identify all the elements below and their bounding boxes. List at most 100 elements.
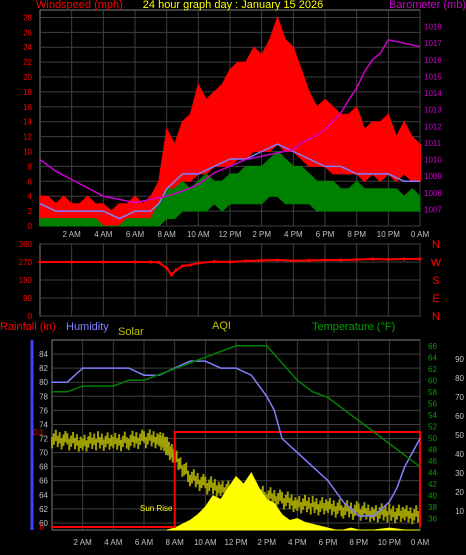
windspeed-tick-label: 22 (23, 58, 32, 67)
wind-direction-point (307, 258, 311, 262)
humidity-tick-label: 80 (39, 378, 48, 387)
solar-tick-label: 70 (455, 393, 464, 402)
temperature-tick-label: 38 (428, 503, 437, 512)
wind-x-tick-label: 6 AM (126, 230, 145, 239)
wind-direction-point (228, 260, 232, 264)
barometer-axis-label: Barometer (mb) (389, 0, 466, 11)
humidity-line (52, 360, 421, 517)
barometer-tick-label: 1008 (424, 189, 442, 198)
wind-direction-point (355, 258, 359, 262)
temperature-tick-label: 46 (428, 457, 437, 466)
wind-x-tick-label: 10 PM (377, 230, 400, 239)
wind-direction-point (38, 260, 42, 264)
climate-ticks: 2 AM 4 AM 6 AM 8 AM 10 AM 12 PM 2 PM 4 PM 6 PM 8 … (33, 342, 465, 547)
solar-tick-label: 50 (455, 431, 464, 440)
wind-x-tick-label: 0 AM (411, 230, 430, 239)
humidity-tick-label: 66 (39, 477, 48, 486)
windspeed-tick-label: 2 (28, 207, 33, 216)
wind-barometer-chart: 2 AM 4 AM 6 AM 8 AM 10 AM 12 PM 2 PM 4 PM 6 PM 8 … (23, 0, 466, 239)
wind-direction-point (70, 260, 74, 264)
barometer-tick-label: 1015 (424, 72, 442, 81)
temperature-tick-label: 58 (428, 388, 437, 397)
barometer-tick-label: 1010 (424, 156, 442, 165)
windspeed-tick-label: 8 (28, 162, 33, 171)
climate-x-tick-label: 4 AM (104, 538, 123, 547)
climate-x-tick-label: 2 AM (74, 538, 93, 547)
direction-tick-label: 360 (19, 240, 33, 249)
wind-direction-point (339, 258, 343, 262)
barometer-tick-label: 1007 (424, 205, 442, 214)
barometer-tick-label: 1012 (424, 122, 442, 131)
temperature-tick-label: 40 (428, 491, 437, 500)
wind-x-tick-label: 4 AM (94, 230, 113, 239)
temperature-tick-label: 66 (428, 342, 437, 351)
wind-direction-point (386, 257, 390, 261)
wind-direction-point (291, 259, 295, 263)
solar-tick-label: 60 (455, 412, 464, 421)
humidity-tick-label: 78 (39, 392, 48, 401)
wind-direction-point (418, 257, 422, 261)
windspeed-axis-label: Windspeed (mph) (36, 0, 123, 11)
wind-direction-point (370, 257, 375, 261)
climate-series (51, 345, 421, 531)
rainfall-tick-label: 0.1 (33, 428, 45, 437)
wind-x-tick-label: 2 AM (63, 230, 82, 239)
wind-direction-point (169, 273, 174, 277)
windspeed-tick-label: 14 (23, 118, 32, 127)
wind-direction-point (244, 259, 248, 263)
temperature-tick-label: 50 (428, 434, 437, 443)
windspeed-tick-label: 18 (23, 88, 32, 97)
wind-direction-point (149, 260, 153, 264)
temperature-tick-label: 64 (428, 353, 437, 362)
wind-series (39, 15, 421, 227)
climate-x-tick-label: 10 AM (194, 538, 217, 547)
humidity-tick-label: 60 (39, 519, 48, 528)
humidity-tick-label: 82 (39, 364, 48, 373)
climate-x-tick-label: 6 AM (135, 538, 154, 547)
compass-label: W (431, 257, 442, 269)
solar-axis-label: Solar (118, 326, 144, 338)
wind-x-tick-label: 10 AM (187, 230, 210, 239)
wind-x-tick-label: 8 AM (158, 230, 177, 239)
windspeed-tick-label: 26 (23, 28, 32, 37)
windspeed-tick-label: 0 (28, 222, 33, 231)
barometer-tick-label: 1013 (424, 106, 442, 115)
humidity-tick-label: 84 (39, 350, 48, 359)
humidity-tick-label: 76 (39, 406, 48, 415)
climate-x-tick-label: 8 AM (166, 538, 185, 547)
wind-blue-line (39, 143, 420, 220)
rainfall-axis-label: Rainfall (in) (0, 321, 56, 333)
wind-direction-point (165, 266, 169, 270)
barometer-tick-label: 1016 (424, 56, 442, 65)
climate-x-tick-label: 8 PM (349, 538, 368, 547)
windspeed-tick-label: 10 (23, 148, 32, 157)
windspeed-tick-label: 24 (23, 43, 32, 52)
wind-direction-point (402, 257, 406, 261)
chart-title: 24 hour graph day : January 15 2026 (143, 0, 323, 11)
wind-ticks: 2 AM 4 AM 6 AM 8 AM 10 AM 12 PM 2 PM 4 PM 6 PM 8 … (23, 13, 442, 239)
climate-x-tick-label: 0 AM (411, 538, 430, 547)
barometer-line (39, 39, 421, 204)
compass-label: N (432, 311, 440, 323)
windspeed-tick-label: 16 (23, 103, 32, 112)
temperature-tick-label: 52 (428, 422, 437, 431)
temperature-tick-label: 62 (428, 365, 437, 374)
climate-x-tick-label: 10 PM (378, 538, 401, 547)
climate-x-tick-label: 4 PM (288, 538, 307, 547)
wind-x-tick-label: 12 PM (218, 230, 241, 239)
rain-humidity-temperature-chart: 2 AM 4 AM 6 AM 8 AM 10 AM 12 PM 2 PM 4 PM 6 PM 8 … (0, 320, 465, 547)
temperature-tick-label: 36 (428, 514, 437, 523)
wind-direction-point (196, 261, 200, 265)
aqi-label: AQI (212, 320, 231, 332)
wind-x-tick-label: 2 PM (252, 230, 271, 239)
direction-tick-label: 90 (23, 294, 32, 303)
wind-average-band (39, 150, 421, 227)
windspeed-tick-label: 4 (28, 192, 33, 201)
humidity-tick-label: 70 (39, 449, 48, 458)
solar-tick-label: 20 (455, 488, 464, 497)
temperature-tick-label: 54 (428, 411, 437, 420)
wind-direction-point (323, 258, 327, 262)
climate-x-tick-label: 6 PM (319, 538, 338, 547)
direction-tick-label: 0 (28, 312, 33, 321)
